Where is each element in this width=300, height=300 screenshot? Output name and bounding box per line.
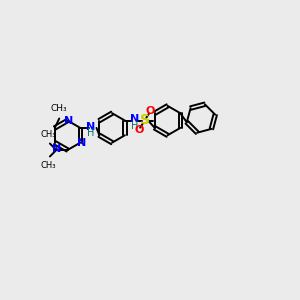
Text: O: O	[135, 125, 144, 135]
Text: H: H	[131, 121, 138, 131]
Text: CH₃: CH₃	[40, 130, 56, 139]
Text: H: H	[87, 128, 94, 138]
Text: N: N	[77, 138, 86, 148]
Text: CH₃: CH₃	[40, 161, 56, 170]
Text: N: N	[64, 116, 74, 126]
Text: S: S	[140, 113, 150, 127]
Text: N: N	[130, 114, 139, 124]
Text: CH₃: CH₃	[51, 104, 68, 113]
Text: O: O	[145, 106, 154, 116]
Text: N: N	[86, 122, 95, 132]
Text: N: N	[52, 144, 61, 154]
